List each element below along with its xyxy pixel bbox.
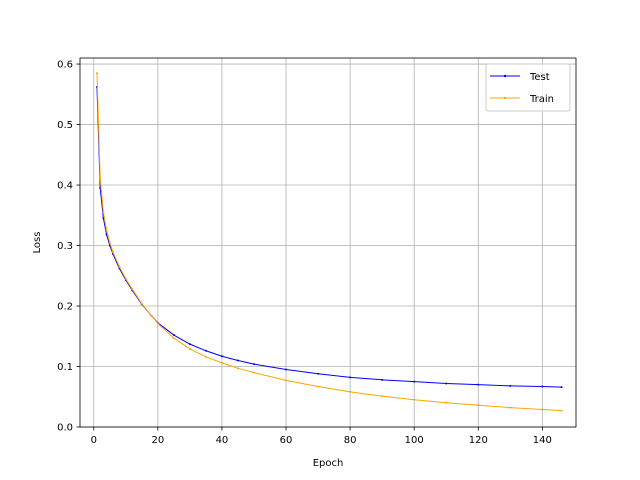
y-tick-label: 0.1 [57, 362, 73, 373]
data-point-test [349, 376, 352, 379]
y-tick-label: 0.0 [57, 423, 73, 434]
plot-frame [79, 57, 577, 428]
data-point-train [140, 302, 143, 305]
x-tick-label: 20 [151, 435, 164, 446]
data-point-train [102, 211, 105, 214]
data-point-train [560, 409, 563, 412]
legend: Test Train [485, 63, 571, 112]
data-point-train [188, 347, 191, 350]
legend-marker-train [503, 96, 507, 100]
y-axis-label: Loss [32, 232, 43, 254]
data-point-train [381, 395, 384, 398]
data-point-train [124, 277, 127, 280]
data-point-train [236, 367, 239, 370]
data-point-test [413, 380, 416, 383]
data-point-test [220, 355, 223, 358]
x-tick-label: 80 [344, 435, 357, 446]
data-point-train [118, 265, 121, 268]
x-tick-label: 60 [280, 435, 293, 446]
y-tick-label: 0.4 [57, 181, 73, 192]
data-point-train [204, 355, 207, 358]
data-point-test [541, 385, 544, 388]
data-point-test [445, 382, 448, 385]
data-point-train [112, 251, 115, 254]
data-point-train [95, 72, 98, 75]
data-point-train [105, 229, 108, 232]
series-line-train [96, 73, 562, 412]
series-layer [95, 72, 563, 412]
x-tick-label: 140 [533, 435, 552, 446]
legend-label-train: Train [529, 94, 554, 105]
data-point-train [413, 398, 416, 401]
data-point-train [445, 401, 448, 404]
data-point-test [317, 372, 320, 375]
data-point-train [509, 406, 512, 409]
series-line-test [96, 87, 562, 388]
x-axis-label: Epoch [313, 458, 344, 469]
data-point-test [252, 363, 255, 366]
data-point-test [560, 386, 563, 389]
data-point-test [509, 384, 512, 387]
data-point-test [236, 359, 239, 362]
data-point-train [150, 314, 153, 317]
data-point-train [172, 337, 175, 340]
ticks: 0 20 40 60 80 100 120 140 0.0 0.1 0.2 0.3 0.4 0.5 0.6 [57, 60, 552, 446]
data-point-train [317, 385, 320, 388]
data-point-train [156, 322, 159, 325]
data-point-train [541, 408, 544, 411]
data-point-train [349, 390, 352, 393]
data-point-train [285, 379, 288, 382]
legend-label-test: Test [529, 72, 550, 83]
data-point-test [285, 368, 288, 371]
data-point-train [108, 241, 111, 244]
x-tick-label: 40 [216, 435, 229, 446]
data-point-test [477, 383, 480, 386]
y-tick-label: 0.6 [57, 60, 73, 71]
x-tick-label: 100 [405, 435, 424, 446]
x-tick-label: 120 [469, 435, 488, 446]
x-tick-label: 0 [91, 435, 97, 446]
data-point-train [99, 176, 102, 179]
y-tick-label: 0.5 [57, 120, 73, 131]
data-point-test [204, 349, 207, 352]
data-point-train [477, 404, 480, 407]
data-point-test [381, 378, 384, 381]
data-point-train [220, 361, 223, 364]
legend-box [485, 63, 571, 112]
y-tick-label: 0.3 [57, 241, 73, 252]
y-tick-label: 0.2 [57, 302, 73, 313]
legend-marker-test [503, 74, 507, 78]
data-point-test [172, 334, 175, 337]
data-point-train [252, 371, 255, 374]
data-point-test [188, 343, 191, 346]
data-point-train [131, 288, 134, 291]
